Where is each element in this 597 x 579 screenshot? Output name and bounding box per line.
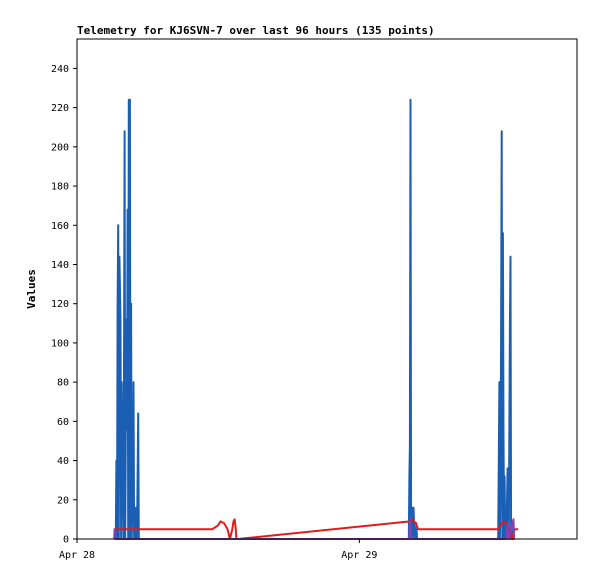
y-tick-label: 220 bbox=[51, 103, 69, 114]
x-tick-label: Apr 28 bbox=[59, 550, 95, 561]
y-axis: 0 20 40 60 80 100 120 140 160 180 200 220 240 bbox=[51, 64, 77, 546]
plot-frame bbox=[76, 38, 578, 540]
chart-title: Telemetry for KJ6SVN-7 over last 96 hour… bbox=[77, 24, 435, 37]
y-tick-label: 60 bbox=[57, 417, 69, 428]
y-tick-label: 80 bbox=[57, 378, 69, 389]
y-tick-label: 100 bbox=[51, 338, 69, 349]
series-layer bbox=[77, 98, 577, 540]
y-tick-label: 180 bbox=[51, 182, 69, 193]
y-tick-label: 20 bbox=[57, 495, 69, 506]
y-axis-label: Values bbox=[25, 269, 38, 309]
y-tick-label: 40 bbox=[57, 456, 69, 467]
x-tick-label: Apr 29 bbox=[341, 550, 377, 561]
y-tick-label: 200 bbox=[51, 142, 69, 153]
y-tick-label: 160 bbox=[51, 221, 69, 232]
y-tick-label: 0 bbox=[63, 535, 69, 546]
y-tick-label: 140 bbox=[51, 260, 69, 271]
y-tick-label: 240 bbox=[51, 64, 69, 75]
series-line-3 bbox=[113, 518, 516, 540]
x-axis: Apr 28 Apr 29 bbox=[59, 539, 377, 561]
y-tick-label: 120 bbox=[51, 299, 69, 310]
